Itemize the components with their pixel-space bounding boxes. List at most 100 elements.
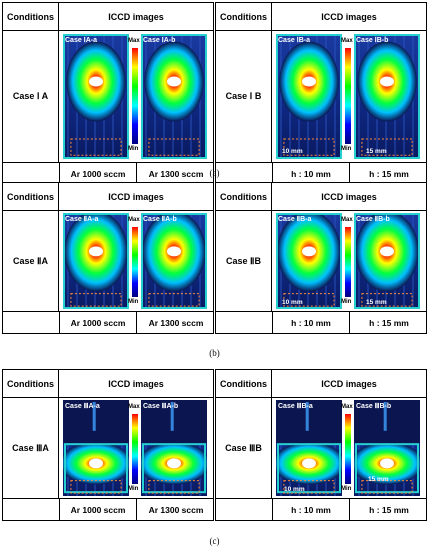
scale-max: Max (341, 38, 353, 44)
color-scale: Max Min (128, 34, 143, 159)
image-label: Case ⅠB-b (356, 37, 389, 44)
header-row: Conditions ICCD images (3, 3, 213, 31)
measure-label: 15 mm (368, 476, 389, 483)
footer-label: h : 10 mm (291, 318, 331, 328)
scale-min: Min (341, 146, 352, 152)
case-label: Case Ⅰ B (216, 31, 272, 162)
footer-label: h : 10 mm (291, 169, 331, 179)
caption-b: (b) (209, 348, 220, 358)
conditions-header: Conditions (3, 3, 59, 30)
footer-row: h : 10 mm h : 15 mm (272, 163, 426, 185)
image-label: Case ⅡA-a (65, 216, 99, 223)
color-scale: Max Min (341, 400, 356, 496)
scale-max: Max (128, 38, 140, 44)
color-scale (420, 34, 426, 159)
measure-label: 15 mm (366, 148, 387, 155)
color-scale: Max Min (128, 213, 143, 309)
iccd-header: ICCD images (321, 191, 377, 202)
image-label: Case ⅠA-b (143, 37, 176, 44)
scale-max: Max (341, 217, 353, 223)
image-label: Case ⅠA-a (65, 37, 98, 44)
scale-max: Max (128, 404, 140, 410)
image-label: Case ⅡA-b (143, 216, 177, 223)
caption-c: (c) (209, 536, 220, 546)
image-row: Case Ⅰ B Case ⅠB-a 10 mm Max Min Case ⅠB-b… (216, 31, 426, 163)
iccd-image: Case ⅠA-a (63, 34, 129, 159)
table-left: Conditions ICCD images Case ⅢA Case ⅢA-a… (2, 369, 214, 521)
color-scale: Max Min (341, 34, 356, 159)
footer-label: h : 15 mm (369, 505, 409, 515)
table-right: Conditions ICCD images Case ⅡB Case ⅡB-a… (215, 182, 427, 334)
iccd-image: Case ⅢB-a 10 mm (276, 400, 342, 496)
case-label: Case ⅢB (216, 398, 272, 498)
iccd-header: ICCD images (108, 11, 164, 22)
scale-min: Min (341, 299, 352, 305)
scale-min: Min (128, 486, 139, 492)
iccd-header: ICCD images (108, 191, 164, 202)
image-row: Case ⅢA Case ⅢA-a Max Min Case ⅢA-b (3, 398, 213, 499)
case-label: Case ⅢA (3, 398, 59, 498)
header-row: Conditions ICCD images (216, 370, 426, 398)
iccd-header: ICCD images (108, 378, 164, 389)
color-scale: Max Min (128, 400, 143, 496)
image-label: Case ⅢB-a (278, 403, 313, 410)
table-right: Conditions ICCD images Case ⅢB Case ⅢB-a… (215, 369, 427, 521)
scale-max: Max (341, 404, 353, 410)
iccd-image: Case ⅢA-b (141, 400, 207, 496)
header-row: Conditions ICCD images (216, 3, 426, 31)
caption-a: (a) (209, 168, 220, 178)
image-label: Case ⅡB-a (278, 216, 312, 223)
conditions-header: Conditions (216, 370, 272, 397)
measure-label: 10 mm (284, 486, 305, 493)
image-row: Case ⅡA Case ⅡA-a Max Min Case ⅡA-b (3, 211, 213, 312)
image-row: Case ⅢB Case ⅢB-a 10 mm Max Min Case ⅢB-b 1… (216, 398, 426, 499)
footer-label: h : 10 mm (291, 505, 331, 515)
scale-min: Min (128, 146, 139, 152)
iccd-header: ICCD images (321, 11, 377, 22)
case-label: Case ⅡA (3, 211, 59, 311)
iccd-header: ICCD images (321, 378, 377, 389)
iccd-image: Case ⅡA-a (63, 213, 129, 309)
measure-label: 15 mm (366, 299, 387, 306)
image-label: Case ⅢA-a (65, 403, 100, 410)
table-left: Conditions ICCD images Case ⅡA Case ⅡA-a… (2, 182, 214, 334)
footer-label: h : 15 mm (369, 318, 409, 328)
footer-row: Ar 1000 sccm Ar 1300 sccm (59, 312, 213, 334)
footer-label: h : 15 mm (369, 169, 409, 179)
table-left: Conditions ICCD images Case Ⅰ A Case ⅠA-… (2, 2, 214, 185)
footer-label: Ar 1300 sccm (148, 505, 204, 515)
footer-label: Ar 1300 sccm (148, 318, 204, 328)
footer-label: Ar 1000 sccm (70, 318, 126, 328)
conditions-header: Conditions (3, 370, 59, 397)
footer-label: Ar 1300 sccm (148, 169, 204, 179)
color-scale: Max Min (341, 213, 356, 309)
image-row: Case Ⅰ A Case ⅠA-a Max Min Case ⅠA-b (3, 31, 213, 163)
conditions-header: Conditions (3, 183, 59, 210)
footer-label: Ar 1000 sccm (70, 505, 126, 515)
measure-label: 10 mm (282, 148, 303, 155)
color-scale (207, 34, 213, 159)
iccd-image: Case ⅠB-b 15 mm (354, 34, 420, 159)
header-row: Conditions ICCD images (3, 183, 213, 211)
iccd-image: Case ⅢB-b 15 mm (354, 400, 420, 496)
scale-min: Min (341, 486, 352, 492)
image-label: Case ⅢA-b (143, 403, 179, 410)
table-right: Conditions ICCD images Case Ⅰ B Case ⅠB-… (215, 2, 427, 185)
footer-row: h : 10 mm h : 15 mm (272, 312, 426, 334)
measure-label: 10 mm (282, 299, 303, 306)
iccd-image: Case ⅢA-a (63, 400, 129, 496)
iccd-image: Case ⅡB-a 10 mm (276, 213, 342, 309)
conditions-header: Conditions (216, 3, 272, 30)
scale-min: Min (128, 299, 139, 305)
header-row: Conditions ICCD images (3, 370, 213, 398)
conditions-header: Conditions (216, 183, 272, 210)
iccd-image: Case ⅠB-a 10 mm (276, 34, 342, 159)
iccd-image: Case ⅠA-b (141, 34, 207, 159)
image-label: Case ⅡB-b (356, 216, 390, 223)
iccd-image: Case ⅡB-b 15 mm (354, 213, 420, 309)
image-label: Case ⅠB-a (278, 37, 311, 44)
case-label: Case Ⅰ A (3, 31, 59, 162)
footer-label: Ar 1000 sccm (70, 169, 126, 179)
footer-row: h : 10 mm h : 15 mm (272, 499, 426, 521)
image-row: Case ⅡB Case ⅡB-a 10 mm Max Min Case ⅡB-b 1… (216, 211, 426, 312)
